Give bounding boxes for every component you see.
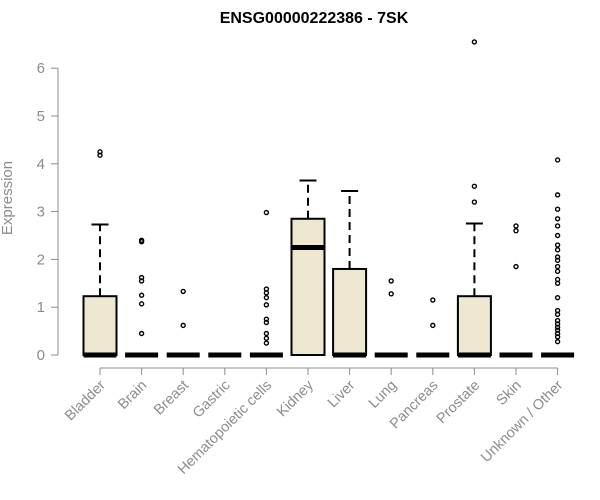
outlier-point [263,340,270,346]
x-tick-label: Bladder [62,377,109,424]
outlier-point [554,223,561,229]
outlier-point [263,335,270,341]
outlier-point [138,292,145,298]
plot-area [82,39,575,358]
outlier-point [554,192,561,198]
y-tick-label: 1 [37,299,45,316]
outlier-point [554,157,561,163]
box-group-unknown-other [541,157,575,358]
x-tick-label: Skin [494,378,525,409]
x-tick-label: Kidney [274,377,317,420]
outlier-point [263,294,270,301]
outlier-point [554,206,561,212]
box-group-brain [125,237,159,358]
box-group-prostate [456,39,492,358]
box-body [332,267,368,356]
x-tick-label: Prostate [434,378,483,427]
outlier-point [471,39,478,45]
box-group-bladder [82,149,118,358]
x-tick-label: Liver [325,377,359,411]
x-tick-label: Brain [115,378,150,413]
outlier-point [554,263,561,270]
outlier-point [388,278,394,284]
box-group-hematopoietic-cells [249,209,283,358]
outlier-point [263,316,270,322]
outlier-point [513,263,519,270]
outlier-point [430,297,436,303]
outlier-point [554,294,561,301]
outlier-point [554,254,561,260]
box-body [456,295,492,356]
chart-title: ENSG00000222386 - 7SK [220,10,409,27]
outlier-point [263,209,270,216]
outlier-point [554,338,561,345]
outlier-point [263,330,270,337]
y-tick-label: 0 [37,347,45,364]
outlier-point [513,223,519,229]
outlier-point [97,149,103,155]
y-tick-label: 4 [37,156,45,173]
outlier-point [554,242,561,248]
y-tick-label: 6 [37,60,45,77]
outlier-point [554,268,561,275]
outlier-point [554,216,561,222]
outlier-point [138,237,145,243]
box-body [82,295,118,356]
y-tick-label: 3 [37,204,45,221]
box-group-skin [499,223,533,358]
y-axis: 0 1 2 3 4 5 6 [37,60,59,364]
outlier-point [263,302,270,308]
outlier-point [263,286,270,292]
outlier-point [554,327,561,333]
outlier-point [471,199,478,205]
y-tick-label: 2 [37,251,45,268]
outlier-point [554,307,561,314]
outlier-point [388,291,394,297]
outlier-point [471,183,478,189]
x-tick-label: Breast [151,378,192,419]
box-group-pancreas [416,297,450,358]
box-group-kidney [290,179,326,356]
y-axis-label: Expression [0,161,16,235]
outlier-point [180,288,186,295]
x-tick-label: Lung [366,378,400,412]
outlier-point [513,228,519,234]
outlier-point [138,301,145,307]
outlier-point [554,317,561,324]
box-group-lung [374,278,408,358]
box-group-breast [166,288,200,358]
outlier-point [554,276,561,283]
outlier-point [430,322,436,329]
box-group-liver [332,190,368,358]
box-body [290,217,326,356]
outlier-point [554,232,561,239]
outlier-point [554,247,561,253]
outlier-point [180,322,186,329]
outlier-point [138,330,145,337]
y-tick-label: 5 [37,108,45,125]
outlier-point [138,274,145,281]
